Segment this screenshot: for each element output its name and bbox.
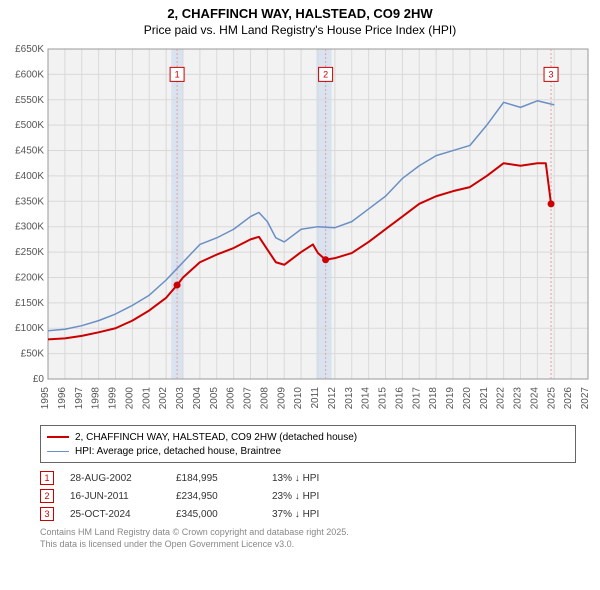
svg-text:1999: 1999 xyxy=(108,387,119,410)
svg-text:£0: £0 xyxy=(33,374,45,385)
svg-text:£100K: £100K xyxy=(15,323,44,334)
svg-text:2019: 2019 xyxy=(445,387,456,410)
svg-text:2: 2 xyxy=(323,69,328,79)
svg-text:£200K: £200K xyxy=(15,272,44,283)
svg-text:1998: 1998 xyxy=(91,387,102,410)
sale-price: £184,995 xyxy=(176,473,256,484)
svg-text:2027: 2027 xyxy=(580,387,591,410)
svg-text:3: 3 xyxy=(549,69,554,79)
chart-container: 2, CHAFFINCH WAY, HALSTEAD, CO9 2HW Pric… xyxy=(0,0,600,590)
sale-date: 16-JUN-2011 xyxy=(70,491,160,502)
attribution: Contains HM Land Registry data © Crown c… xyxy=(40,527,576,550)
legend-item-blue: HPI: Average price, detached house, Brai… xyxy=(47,444,569,458)
svg-text:£650K: £650K xyxy=(15,44,44,55)
svg-text:£150K: £150K xyxy=(15,298,44,309)
svg-text:1995: 1995 xyxy=(40,387,51,410)
title-block: 2, CHAFFINCH WAY, HALSTEAD, CO9 2HW Pric… xyxy=(0,0,600,39)
sale-price: £234,950 xyxy=(176,491,256,502)
svg-text:2004: 2004 xyxy=(192,387,203,410)
table-row: 2 16-JUN-2011 £234,950 23% ↓ HPI xyxy=(40,487,576,505)
svg-text:2023: 2023 xyxy=(513,387,524,410)
svg-text:2018: 2018 xyxy=(428,387,439,410)
sale-date: 28-AUG-2002 xyxy=(70,473,160,484)
svg-text:2024: 2024 xyxy=(529,387,540,410)
table-row: 3 25-OCT-2024 £345,000 37% ↓ HPI xyxy=(40,505,576,523)
svg-text:2025: 2025 xyxy=(546,387,557,410)
svg-text:£550K: £550K xyxy=(15,95,44,106)
sale-marker-3: 3 xyxy=(40,507,54,521)
attribution-line1: Contains HM Land Registry data © Crown c… xyxy=(40,527,576,539)
svg-text:1997: 1997 xyxy=(74,387,85,410)
sales-table: 1 28-AUG-2002 £184,995 13% ↓ HPI 2 16-JU… xyxy=(40,469,576,523)
attribution-line2: This data is licensed under the Open Gov… xyxy=(40,539,576,551)
legend-swatch-blue xyxy=(47,451,69,452)
legend-swatch-red xyxy=(47,436,69,438)
sale-date: 25-OCT-2024 xyxy=(70,509,160,520)
table-row: 1 28-AUG-2002 £184,995 13% ↓ HPI xyxy=(40,469,576,487)
sale-price: £345,000 xyxy=(176,509,256,520)
sale-marker-2: 2 xyxy=(40,489,54,503)
svg-text:2011: 2011 xyxy=(310,387,321,409)
svg-text:£500K: £500K xyxy=(15,120,44,131)
sale-pct: 37% ↓ HPI xyxy=(272,509,372,520)
sale-pct: 13% ↓ HPI xyxy=(272,473,372,484)
title-subtitle: Price paid vs. HM Land Registry's House … xyxy=(0,23,600,37)
svg-text:2017: 2017 xyxy=(411,387,422,410)
svg-text:2006: 2006 xyxy=(226,387,237,410)
svg-text:2009: 2009 xyxy=(276,387,287,410)
svg-text:2008: 2008 xyxy=(259,387,270,410)
svg-text:£350K: £350K xyxy=(15,196,44,207)
svg-text:£450K: £450K xyxy=(15,146,44,157)
svg-text:£600K: £600K xyxy=(15,69,44,80)
svg-text:2020: 2020 xyxy=(462,387,473,410)
legend-item-red: 2, CHAFFINCH WAY, HALSTEAD, CO9 2HW (det… xyxy=(47,430,569,444)
sale-pct: 23% ↓ HPI xyxy=(272,491,372,502)
legend-label-red: 2, CHAFFINCH WAY, HALSTEAD, CO9 2HW (det… xyxy=(75,432,357,443)
svg-text:2026: 2026 xyxy=(563,387,574,410)
svg-text:2007: 2007 xyxy=(243,387,254,410)
legend: 2, CHAFFINCH WAY, HALSTEAD, CO9 2HW (det… xyxy=(40,425,576,463)
svg-text:2022: 2022 xyxy=(496,387,507,410)
svg-text:2001: 2001 xyxy=(141,387,152,410)
svg-text:£300K: £300K xyxy=(15,222,44,233)
svg-text:£250K: £250K xyxy=(15,247,44,258)
svg-text:2002: 2002 xyxy=(158,387,169,410)
svg-text:1: 1 xyxy=(175,69,180,79)
sale-marker-1: 1 xyxy=(40,471,54,485)
svg-text:2005: 2005 xyxy=(209,387,220,410)
svg-text:2000: 2000 xyxy=(124,387,135,410)
svg-text:2010: 2010 xyxy=(293,387,304,410)
svg-text:2015: 2015 xyxy=(378,387,389,410)
title-address: 2, CHAFFINCH WAY, HALSTEAD, CO9 2HW xyxy=(0,6,600,21)
legend-label-blue: HPI: Average price, detached house, Brai… xyxy=(75,446,281,457)
svg-text:2003: 2003 xyxy=(175,387,186,410)
svg-text:2014: 2014 xyxy=(361,387,372,410)
svg-text:2012: 2012 xyxy=(327,387,338,410)
price-chart-svg: £0 £50K £100K £150K £200K £250K £300K £350K £400… xyxy=(0,39,600,419)
svg-text:2016: 2016 xyxy=(394,387,405,410)
svg-text:2021: 2021 xyxy=(479,387,490,410)
svg-text:2013: 2013 xyxy=(344,387,355,410)
svg-text:£50K: £50K xyxy=(21,349,45,360)
svg-text:£400K: £400K xyxy=(15,171,44,182)
chart-area: £0 £50K £100K £150K £200K £250K £300K £350K £400… xyxy=(0,39,600,419)
svg-text:1996: 1996 xyxy=(57,387,68,410)
